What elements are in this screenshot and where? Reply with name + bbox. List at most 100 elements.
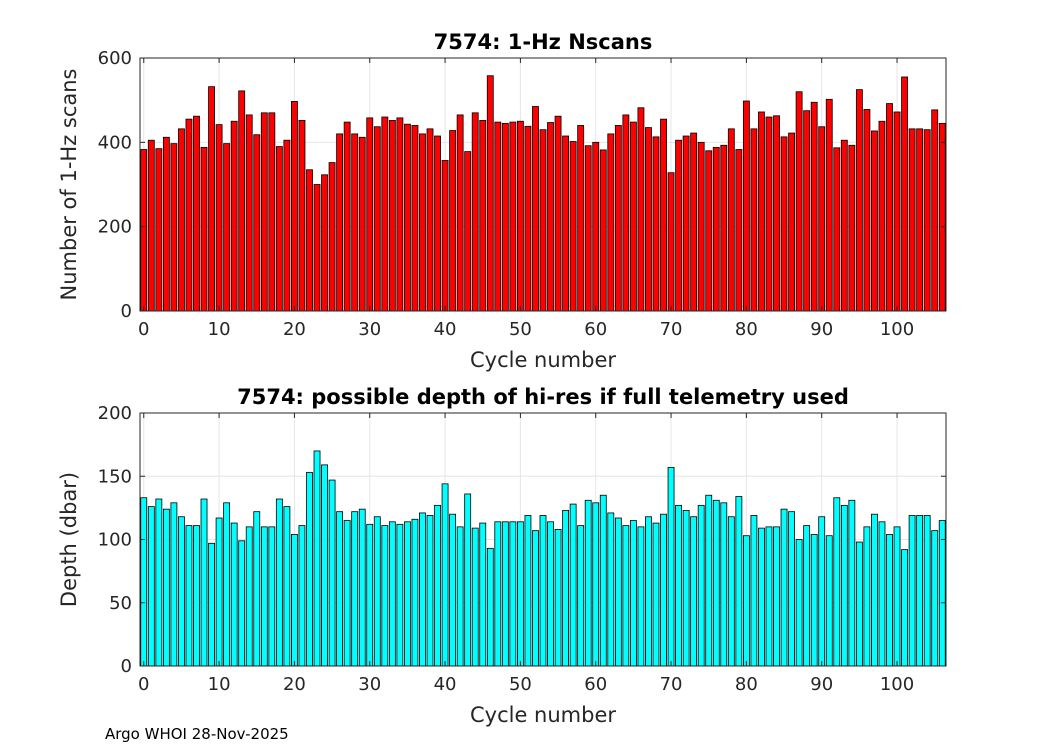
chart1-xtick-label: 10	[208, 319, 231, 340]
chart2-bar	[901, 549, 908, 667]
chart2-bar	[223, 502, 231, 667]
footer-credit: Argo WHOI 28-Nov-2025	[105, 725, 289, 743]
chart2-bar	[388, 521, 396, 667]
chart2-bar	[336, 511, 344, 667]
chart1-bar	[494, 121, 502, 312]
chart2-bar	[712, 499, 720, 667]
chart2-bar	[810, 534, 818, 667]
chart1-bar	[629, 121, 637, 312]
chart2-bar	[893, 526, 901, 667]
chart1-bar	[230, 120, 238, 312]
chart2-bar	[245, 526, 253, 667]
chart1-xtick-label: 0	[138, 319, 149, 340]
chart2-bar	[622, 525, 630, 667]
chart1-xtick-label: 100	[880, 319, 914, 340]
chart1-bar	[328, 162, 336, 312]
chart2-xtick-label: 10	[208, 674, 231, 695]
chart1-bar	[208, 86, 215, 312]
chart1-bar	[886, 103, 893, 312]
chart1-bar	[682, 135, 690, 312]
chart2-bar	[539, 515, 547, 667]
chart1-title: 7574: 1-Hz Nscans	[434, 30, 653, 54]
chart1-xtick-label: 70	[660, 319, 683, 340]
chart1-bar	[818, 126, 826, 312]
chart1-xtick-label: 60	[584, 319, 607, 340]
chart2-bar	[200, 498, 208, 667]
chart1-ytick-label: 0	[121, 301, 132, 322]
chart1-bar	[690, 132, 698, 312]
chart2-bar	[607, 512, 615, 667]
chart2-bar	[253, 511, 261, 667]
chart1-bar	[200, 146, 208, 312]
chart2-bar	[260, 526, 268, 667]
chart2-bar	[916, 515, 924, 667]
chart1-xlabel: Cycle number	[470, 348, 616, 372]
chart1-bar	[456, 114, 464, 312]
chart2-bar	[373, 516, 381, 667]
chart2-bar	[524, 515, 532, 667]
chart1-bar	[720, 144, 728, 312]
chart1-ytick-label: 600	[98, 48, 132, 69]
chart2-ytick-label: 0	[121, 656, 132, 677]
chart2-bar	[238, 540, 246, 667]
chart2-bar	[547, 521, 554, 667]
chart2-ylabel: Depth (dbar)	[57, 472, 81, 607]
chart1-bar	[253, 134, 261, 312]
chart2-bar	[155, 498, 163, 667]
chart1-bar	[810, 101, 818, 312]
chart1-bar	[855, 89, 863, 312]
chart1-bar	[848, 144, 856, 312]
chart2-bar	[629, 520, 637, 667]
chart2-bar	[456, 526, 464, 667]
chart1-bar	[803, 110, 811, 312]
chart2-bar	[795, 539, 803, 667]
chart1-bar	[479, 120, 487, 312]
chart2-bar	[298, 525, 306, 667]
chart1-bar	[351, 133, 359, 312]
chart1-bar	[162, 136, 170, 312]
chart1-bar	[532, 106, 539, 312]
chart2-xtick-label: 70	[660, 674, 683, 695]
chart1-bar	[501, 122, 509, 312]
chart2-ytick-label: 100	[98, 530, 132, 551]
chart2-bar	[170, 502, 178, 667]
chart2-bar	[682, 509, 690, 667]
chart2-bar	[411, 518, 419, 667]
chart2-bar	[441, 483, 449, 667]
chart2-bar	[675, 504, 683, 667]
chart2-bar	[780, 508, 788, 667]
chart2-bar	[773, 526, 780, 667]
chart2-bar	[645, 516, 652, 667]
chart2-bar	[283, 506, 291, 667]
chart1-bar	[396, 117, 404, 312]
chart2-bar	[147, 506, 155, 667]
chart2-xtick-label: 50	[509, 674, 532, 695]
chart1-bar	[916, 128, 924, 312]
chart1-ylabel: Number of 1-Hz scans	[57, 69, 81, 301]
chart2-bar	[788, 511, 796, 667]
chart1-bar	[178, 128, 185, 312]
chart1-bar	[592, 141, 600, 312]
chart2-bar	[908, 515, 916, 667]
chart1-bar	[825, 98, 833, 312]
chart1-bar	[863, 109, 871, 312]
chart1-bar	[742, 100, 750, 312]
chart2-bar	[208, 542, 215, 667]
chart1-bar	[140, 149, 148, 312]
chart1-bar	[147, 139, 155, 312]
chart1-axes-box	[139, 57, 947, 312]
chart2-bar	[803, 525, 811, 667]
chart1-bar	[660, 118, 667, 312]
chart2-ytick-label: 200	[98, 403, 132, 424]
chart2-ytick-label: 150	[98, 466, 132, 487]
chart1-bar	[283, 139, 291, 312]
chart1-bar	[275, 146, 283, 312]
chart1-bar	[539, 129, 547, 312]
chart2-bar	[479, 522, 487, 667]
chart1-bar	[434, 135, 441, 312]
chart1-bar	[388, 120, 396, 312]
chart2-bar	[765, 526, 773, 667]
chart2-bar	[652, 522, 660, 667]
chart1-bar	[298, 120, 306, 312]
chart2-bar	[923, 515, 931, 667]
